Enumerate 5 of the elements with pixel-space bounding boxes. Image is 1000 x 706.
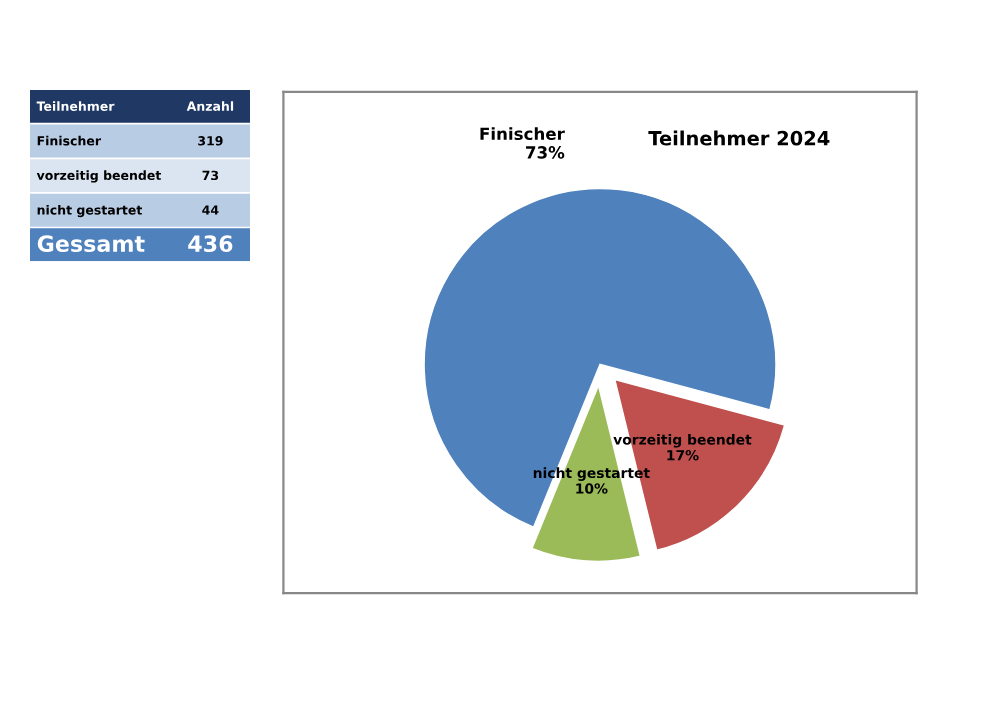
- text: 436: [188, 235, 233, 253]
- text: Gessamt: [37, 235, 145, 253]
- chart-title: Teilnehmer 2024: [648, 130, 830, 146]
- slice-label: Finischer: [480, 127, 565, 141]
- data-label: 73%: [526, 146, 565, 159]
